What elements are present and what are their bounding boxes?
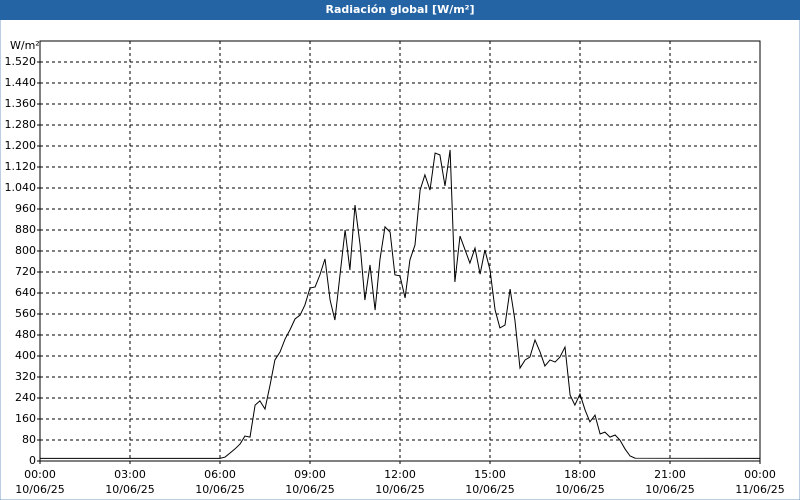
x-tick-date: 10/06/25 xyxy=(375,483,424,496)
y-tick-label: 480 xyxy=(15,328,36,341)
x-tick-label: 06:00 xyxy=(204,468,236,481)
y-tick-label: 1.360 xyxy=(5,97,37,110)
y-tick-label: 1.200 xyxy=(5,139,37,152)
y-tick-label: 160 xyxy=(15,412,36,425)
x-tick-label: 00:00 xyxy=(744,468,776,481)
y-tick-label: 1.040 xyxy=(5,181,37,194)
y-tick-label: 80 xyxy=(22,433,36,446)
y-tick-label: 1.520 xyxy=(5,55,37,68)
y-tick-label: 320 xyxy=(15,370,36,383)
x-tick-date: 10/06/25 xyxy=(465,483,514,496)
y-tick-label: 400 xyxy=(15,349,36,362)
x-tick-label: 15:00 xyxy=(474,468,506,481)
y-tick-label: 800 xyxy=(15,244,36,257)
y-tick-label: 880 xyxy=(15,223,36,236)
y-tick-label: 1.440 xyxy=(5,76,37,89)
y-tick-label: 1.120 xyxy=(5,160,37,173)
x-tick-date: 11/06/25 xyxy=(735,483,784,496)
x-tick-date: 10/06/25 xyxy=(105,483,154,496)
x-tick-date: 10/06/25 xyxy=(645,483,694,496)
x-tick-label: 03:00 xyxy=(114,468,146,481)
x-tick-date: 10/06/25 xyxy=(285,483,334,496)
x-tick-label: 09:00 xyxy=(294,468,326,481)
x-tick-date: 10/06/25 xyxy=(555,483,604,496)
x-tick-label: 18:00 xyxy=(564,468,596,481)
y-tick-label: 1.280 xyxy=(5,118,37,131)
y-tick-label: 640 xyxy=(15,286,36,299)
data-line xyxy=(40,149,761,459)
x-tick-date: 10/06/25 xyxy=(15,483,64,496)
chart-title: Radiación global [W/m²] xyxy=(325,3,474,16)
x-tick-label: 00:00 xyxy=(24,468,56,481)
y-tick-label: 720 xyxy=(15,265,36,278)
x-tick-date: 10/06/25 xyxy=(195,483,244,496)
title-bar xyxy=(0,0,800,20)
y-tick-label: 560 xyxy=(15,307,36,320)
x-tick-label: 12:00 xyxy=(384,468,416,481)
x-tick-label: 21:00 xyxy=(654,468,686,481)
y-tick-label: 0 xyxy=(29,454,36,467)
y-axis-label: W/m² xyxy=(10,39,40,52)
y-tick-label: 960 xyxy=(15,202,36,215)
y-tick-label: 240 xyxy=(15,391,36,404)
